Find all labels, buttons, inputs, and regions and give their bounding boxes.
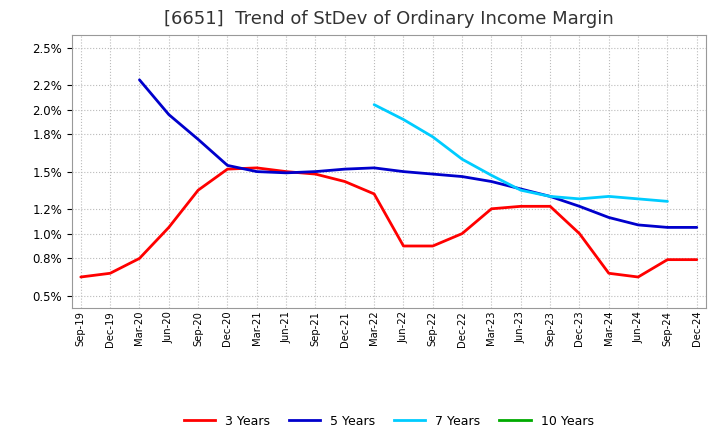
5 Years <box>487 179 496 184</box>
3 Years <box>76 275 85 280</box>
3 Years <box>311 172 320 177</box>
3 Years <box>575 231 584 236</box>
5 Years <box>223 163 232 168</box>
3 Years <box>194 187 202 193</box>
3 Years <box>546 204 554 209</box>
7 Years <box>428 134 437 139</box>
5 Years <box>546 194 554 199</box>
Legend: 3 Years, 5 Years, 7 Years, 10 Years: 3 Years, 5 Years, 7 Years, 10 Years <box>179 410 598 433</box>
7 Years <box>458 157 467 162</box>
3 Years <box>458 231 467 236</box>
7 Years <box>370 102 379 107</box>
Line: 7 Years: 7 Years <box>374 105 667 202</box>
5 Years <box>399 169 408 174</box>
5 Years <box>370 165 379 171</box>
7 Years <box>634 196 642 202</box>
3 Years <box>164 225 173 230</box>
5 Years <box>194 137 202 142</box>
5 Years <box>516 186 525 191</box>
5 Years <box>575 204 584 209</box>
7 Years <box>516 187 525 193</box>
3 Years <box>399 243 408 249</box>
3 Years <box>516 204 525 209</box>
3 Years <box>370 191 379 197</box>
5 Years <box>341 166 349 172</box>
5 Years <box>663 225 672 230</box>
3 Years <box>605 271 613 276</box>
7 Years <box>487 172 496 178</box>
3 Years <box>223 166 232 172</box>
Line: 5 Years: 5 Years <box>140 80 697 227</box>
7 Years <box>399 117 408 122</box>
7 Years <box>605 194 613 199</box>
5 Years <box>693 225 701 230</box>
3 Years <box>487 206 496 212</box>
7 Years <box>546 194 554 199</box>
5 Years <box>135 77 144 82</box>
3 Years <box>135 256 144 261</box>
3 Years <box>106 271 114 276</box>
3 Years <box>282 169 290 174</box>
5 Years <box>164 112 173 117</box>
5 Years <box>634 222 642 227</box>
5 Years <box>253 169 261 174</box>
3 Years <box>693 257 701 262</box>
5 Years <box>605 215 613 220</box>
3 Years <box>428 243 437 249</box>
3 Years <box>663 257 672 262</box>
3 Years <box>341 179 349 184</box>
3 Years <box>634 275 642 280</box>
5 Years <box>428 172 437 177</box>
7 Years <box>575 196 584 202</box>
3 Years <box>253 165 261 171</box>
7 Years <box>663 199 672 204</box>
5 Years <box>282 170 290 176</box>
Line: 3 Years: 3 Years <box>81 168 697 277</box>
5 Years <box>311 169 320 174</box>
Title: [6651]  Trend of StDev of Ordinary Income Margin: [6651] Trend of StDev of Ordinary Income… <box>164 10 613 28</box>
5 Years <box>458 174 467 179</box>
